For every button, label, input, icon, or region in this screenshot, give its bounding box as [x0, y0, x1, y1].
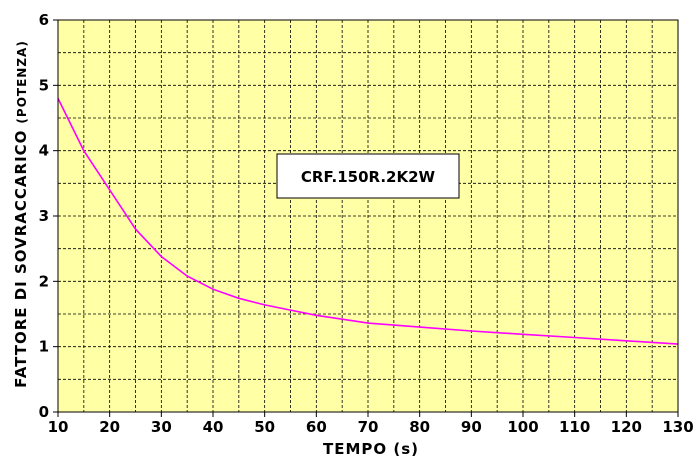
- annotation-box: CRF.150R.2K2W: [276, 153, 460, 199]
- plot-frame: [57, 19, 679, 413]
- x-tick-label: 20: [99, 418, 120, 436]
- y-axis-title-sub: (POTENZA): [15, 40, 29, 123]
- annotation-box-frame: [276, 153, 460, 199]
- x-tick-label: 10: [48, 418, 69, 436]
- x-tick-label: 40: [203, 418, 224, 436]
- y-tick-label: 1: [39, 338, 49, 356]
- x-tick-label: 30: [151, 418, 172, 436]
- annotation-label: CRF.150R.2K2W: [301, 168, 436, 186]
- y-axis-title: FATTORE DI SOVRACCARICO (POTENZA): [12, 40, 30, 388]
- x-tick-label: 110: [559, 418, 590, 436]
- x-tick-label: 90: [461, 418, 482, 436]
- y-tick-label: 2: [39, 272, 49, 290]
- x-tick-label: 80: [409, 418, 430, 436]
- x-tick-label: 60: [306, 418, 327, 436]
- x-tick-label: 130: [662, 418, 693, 436]
- x-tick-label: 100: [507, 418, 538, 436]
- y-tick-label: 6: [39, 11, 49, 29]
- y-tick-labels: 0 1 2 3 4 5 6: [39, 11, 58, 421]
- x-tick-label: 70: [358, 418, 379, 436]
- x-tick-label: 120: [611, 418, 642, 436]
- y-tick-label: 3: [39, 207, 49, 225]
- x-tick-labels: 10 20 30 40 50 60 70 80 90 100 110 120 130: [48, 412, 694, 436]
- x-tick-label: 50: [254, 418, 275, 436]
- x-axis-title: TEMPO (s): [323, 440, 419, 458]
- y-tick-label: 5: [39, 76, 49, 94]
- y-axis-title-main: FATTORE DI SOVRACCARICO: [12, 130, 30, 388]
- y-tick-label: 4: [39, 142, 49, 160]
- y-tick-label: 0: [39, 403, 49, 421]
- series-line: [57, 98, 679, 345]
